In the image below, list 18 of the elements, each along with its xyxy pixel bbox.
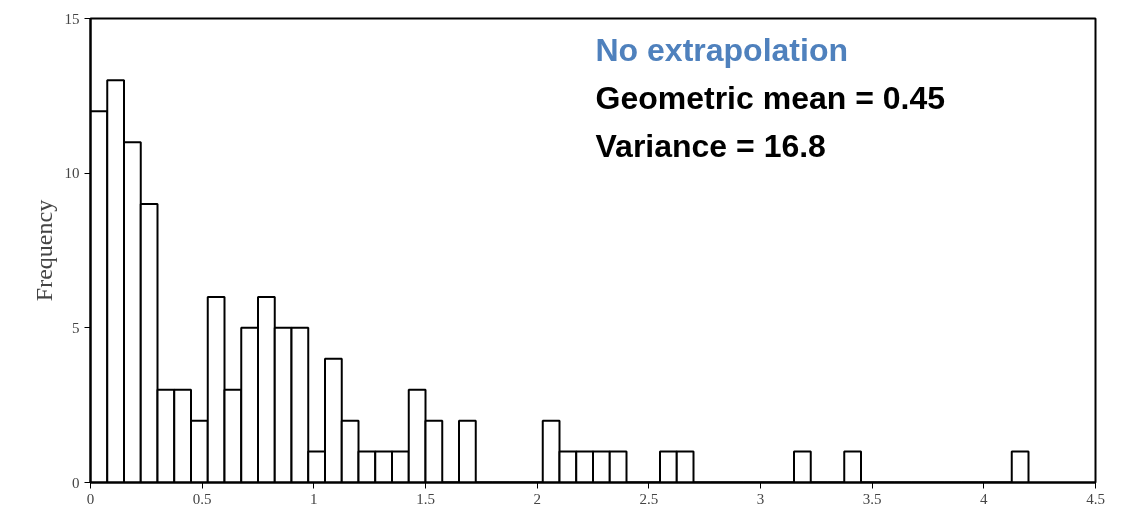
x-tick-label: 4 [980, 490, 989, 507]
y-tick-label: 5 [72, 319, 80, 336]
y-tick-label: 15 [64, 10, 80, 27]
x-tick-label: 0 [86, 490, 95, 507]
x-tick-label: 2 [533, 490, 541, 507]
x-tick-label: 4.5 [1086, 490, 1105, 507]
annotation: Variance = 16.8 [595, 127, 826, 164]
annotation: Geometric mean = 0.45 [595, 79, 946, 116]
x-tick-label: 1.5 [416, 490, 435, 507]
x-tick-label: 0.5 [192, 490, 212, 507]
y-tick-label: 0 [72, 474, 80, 491]
annotation: No extrapolation [595, 31, 848, 68]
x-tick-label: 3 [756, 490, 765, 507]
x-tick-label: 3.5 [862, 490, 882, 507]
x-tick-label: 1 [310, 490, 318, 507]
y-tick-label: 10 [64, 165, 80, 182]
y-axis-title: Frequency [30, 199, 57, 302]
x-tick-label: 2.5 [639, 490, 659, 507]
